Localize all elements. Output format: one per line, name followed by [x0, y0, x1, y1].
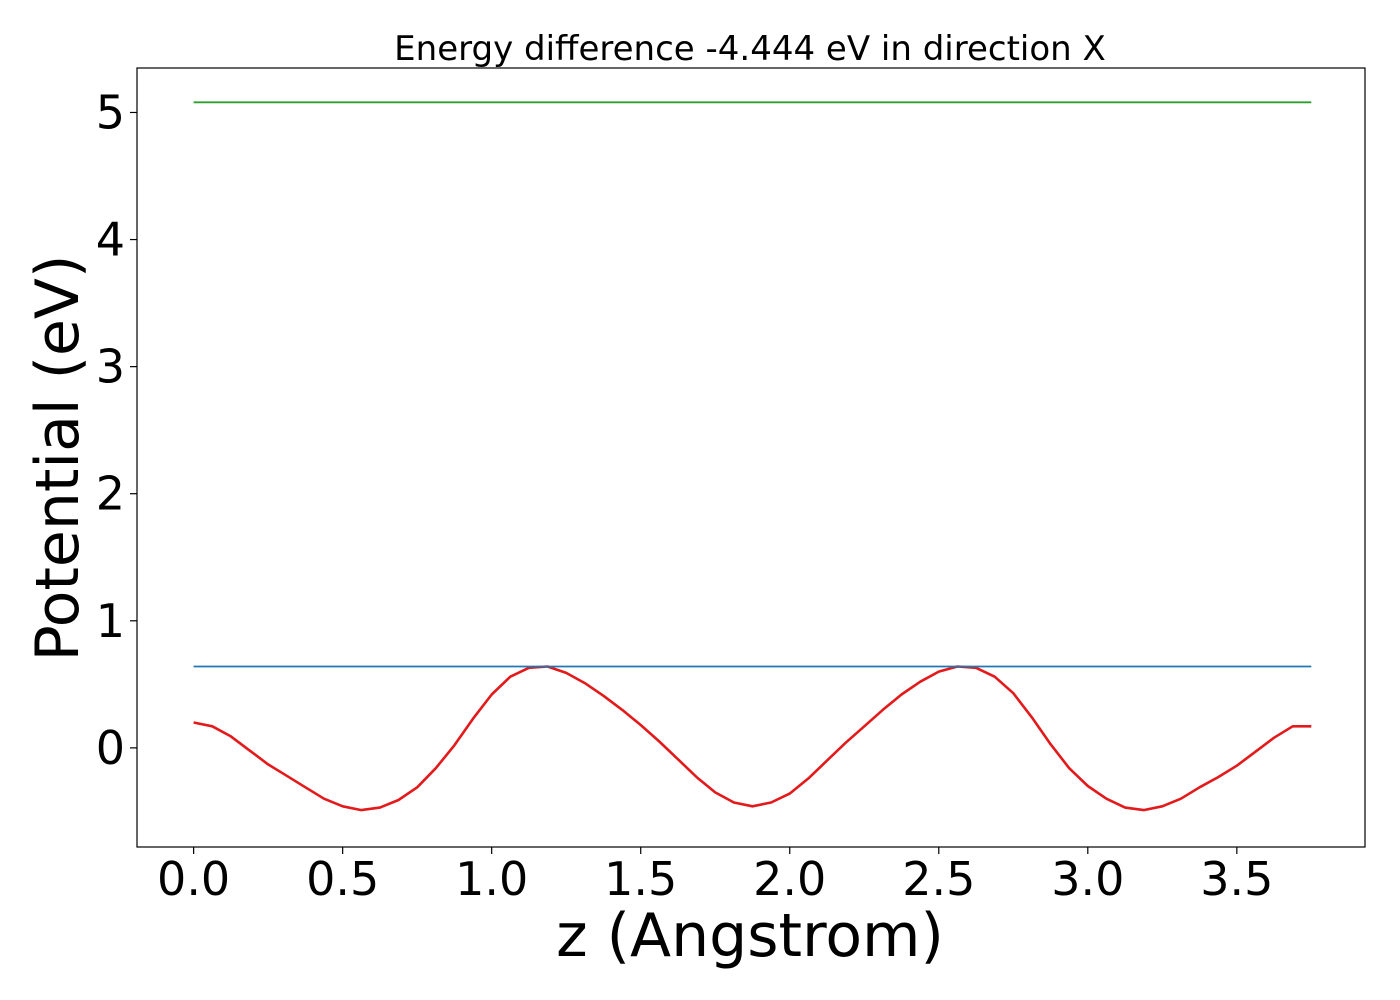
y-axis: 0 1 2 3 4 5 [96, 85, 137, 775]
potential-curve [193, 665, 1312, 812]
x-tick-label: 3.0 [1051, 852, 1124, 906]
y-tick-label: 1 [96, 594, 125, 648]
x-axis: 0.0 0.5 1.0 1.5 2.0 2.5 3.0 3.5 [157, 847, 1273, 906]
plot-frame [136, 67, 1366, 848]
x-tick-label: 0.5 [306, 852, 379, 906]
x-tick-label: 1.5 [604, 852, 677, 906]
y-tick-label: 0 [96, 721, 125, 775]
x-tick-label: 2.5 [902, 852, 975, 906]
x-tick-label: 1.0 [455, 852, 528, 906]
x-axis-label: z (Angstrom) [556, 901, 944, 971]
x-tick-label: 3.5 [1200, 852, 1273, 906]
y-tick-label: 5 [96, 85, 125, 139]
x-tick-label: 2.0 [753, 852, 826, 906]
y-tick-label: 3 [96, 340, 125, 394]
y-tick-label: 4 [96, 213, 125, 267]
y-axis-label: Potential (eV) [23, 255, 93, 662]
chart-title: Energy difference -4.444 eV in direction… [394, 29, 1106, 69]
series-layer [193, 101, 1312, 812]
x-tick-label: 0.0 [157, 852, 230, 906]
y-tick-label: 2 [96, 467, 125, 521]
